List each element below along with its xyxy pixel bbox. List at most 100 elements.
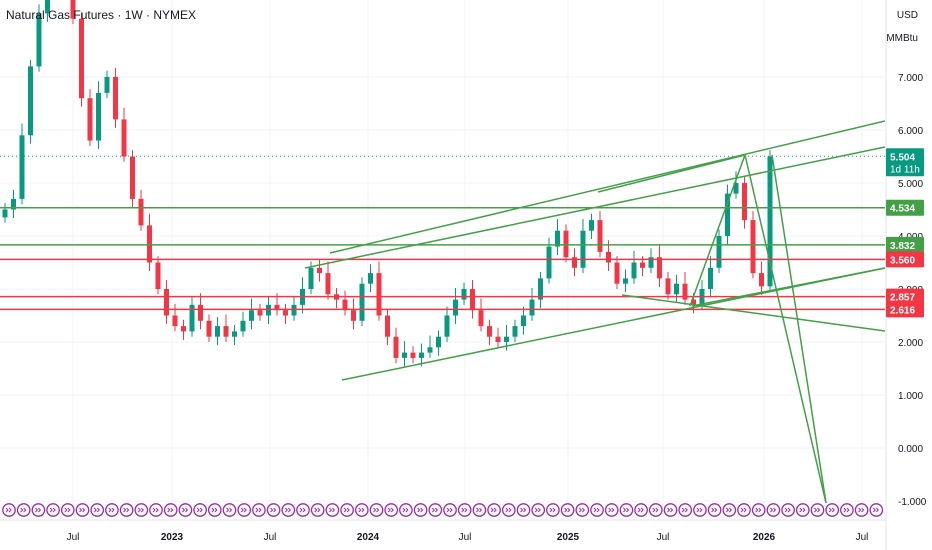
event-marker-arrow-icon bbox=[549, 507, 556, 513]
event-marker-icon bbox=[648, 503, 663, 517]
event-marker-icon bbox=[399, 503, 413, 517]
candle-body bbox=[317, 267, 322, 274]
candle-body bbox=[563, 230, 569, 258]
event-marker-icon bbox=[46, 503, 60, 517]
price-tag bbox=[886, 199, 924, 216]
candle-body bbox=[240, 320, 246, 332]
candle-body bbox=[674, 283, 679, 295]
candle-body bbox=[283, 310, 288, 316]
trend-line bbox=[304, 146, 886, 269]
event-marker-arrow-icon bbox=[446, 507, 453, 513]
candle-body bbox=[342, 299, 348, 311]
candle-body bbox=[172, 315, 178, 327]
candle-body bbox=[682, 283, 688, 300]
candle-body bbox=[147, 225, 152, 263]
event-marker-arrow-icon bbox=[314, 507, 321, 513]
event-marker-arrow-icon bbox=[93, 507, 100, 513]
event-marker-icon bbox=[560, 503, 575, 517]
time-tick-label: 2026 bbox=[753, 532, 776, 543]
event-marker-icon bbox=[722, 503, 737, 517]
currency-label[interactable]: USD bbox=[896, 10, 918, 21]
event-marker-arrow-icon bbox=[696, 507, 703, 513]
price-tag-label: 3.560 bbox=[890, 255, 915, 266]
event-marker-arrow-icon bbox=[740, 507, 747, 513]
event-marker-arrow-icon bbox=[652, 507, 659, 513]
candle-body bbox=[495, 336, 501, 342]
candle-body bbox=[555, 230, 560, 247]
event-marker-arrow-icon bbox=[593, 507, 600, 513]
trend-line bbox=[691, 267, 886, 307]
candle-body bbox=[461, 289, 467, 300]
candle-body bbox=[121, 119, 127, 157]
candle-body bbox=[2, 209, 8, 218]
price-tag-label: 5.504 bbox=[890, 152, 915, 163]
candle-body bbox=[28, 66, 33, 136]
event-marker-icon bbox=[90, 503, 105, 517]
event-marker-icon bbox=[105, 503, 119, 517]
price-tick-label: 7.000 bbox=[898, 73, 923, 84]
time-tick-label: Jul bbox=[856, 532, 869, 543]
event-marker-arrow-icon bbox=[270, 507, 277, 513]
price-tag-label: 2.857 bbox=[890, 293, 915, 304]
candle-body bbox=[79, 18, 84, 99]
event-marker-icon bbox=[163, 503, 178, 517]
price-tag-label: 4.534 bbox=[890, 204, 915, 215]
candle-body bbox=[351, 310, 356, 321]
candle-body bbox=[368, 273, 373, 284]
event-marker-arrow-icon bbox=[770, 507, 777, 513]
event-marker-arrow-icon bbox=[182, 507, 189, 513]
unit-label[interactable]: MMBtu bbox=[886, 33, 918, 44]
candle-body bbox=[580, 230, 586, 268]
candle-body bbox=[546, 246, 552, 279]
event-marker-icon bbox=[31, 503, 46, 517]
event-marker-icon bbox=[663, 503, 678, 517]
price-tag bbox=[886, 251, 924, 268]
event-marker-arrow-icon bbox=[681, 507, 688, 513]
event-marker-icon bbox=[634, 503, 648, 517]
event-marker-arrow-icon bbox=[299, 507, 306, 513]
candle-body bbox=[521, 315, 526, 327]
candle-body bbox=[359, 283, 365, 321]
candle-body bbox=[198, 304, 203, 321]
event-marker-icon bbox=[325, 503, 340, 517]
event-marker-arrow-icon bbox=[578, 507, 586, 513]
event-marker-icon bbox=[472, 503, 487, 517]
candle-body bbox=[750, 220, 756, 274]
candle-body bbox=[376, 273, 382, 316]
candle-body bbox=[11, 198, 16, 210]
candle-body bbox=[266, 304, 271, 316]
event-marker-arrow-icon bbox=[20, 507, 27, 513]
event-marker-arrow-icon bbox=[5, 507, 12, 513]
candle-body bbox=[470, 289, 475, 311]
candle-body bbox=[529, 299, 535, 316]
trend-line bbox=[771, 154, 827, 504]
event-marker-icon bbox=[810, 503, 825, 517]
candle-body bbox=[453, 299, 458, 316]
event-marker-arrow-icon bbox=[843, 507, 850, 513]
event-marker-icon bbox=[604, 503, 619, 517]
event-marker-arrow-icon bbox=[784, 507, 791, 513]
price-tag-countdown: 1d 11h bbox=[890, 164, 920, 175]
candle-body bbox=[742, 183, 747, 221]
event-marker-icon bbox=[575, 503, 590, 517]
candle-body bbox=[113, 77, 118, 120]
trend-line bbox=[329, 120, 886, 254]
candle-body bbox=[631, 262, 637, 279]
event-marker-icon bbox=[75, 503, 90, 517]
event-marker-icon bbox=[237, 503, 252, 517]
candle-body bbox=[45, 0, 50, 14]
event-marker-arrow-icon bbox=[667, 507, 674, 513]
price-tick-label: 1.000 bbox=[898, 391, 923, 402]
candle-body bbox=[419, 352, 424, 358]
candle-body bbox=[589, 220, 594, 231]
candle-body bbox=[767, 156, 773, 287]
event-marker-icon bbox=[60, 503, 75, 517]
candle-body bbox=[665, 278, 671, 295]
event-marker-arrow-icon bbox=[608, 507, 615, 513]
event-marker-arrow-icon bbox=[828, 507, 835, 513]
price-tag bbox=[886, 288, 924, 305]
candle-body bbox=[410, 352, 416, 358]
event-marker-icon bbox=[413, 503, 428, 517]
event-marker-arrow-icon bbox=[49, 507, 56, 513]
